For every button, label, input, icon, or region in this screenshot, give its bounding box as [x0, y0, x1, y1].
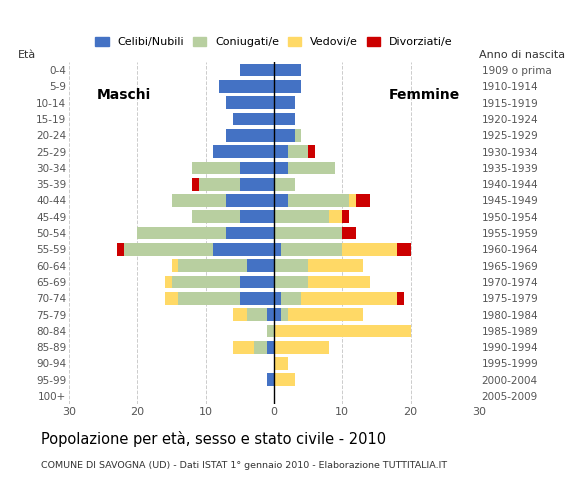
- Bar: [342, 227, 356, 240]
- Bar: [172, 194, 226, 207]
- Text: Femmine: Femmine: [389, 87, 460, 101]
- Bar: [246, 259, 274, 272]
- Bar: [274, 292, 281, 305]
- Text: Età: Età: [18, 50, 37, 60]
- Bar: [117, 243, 124, 256]
- Bar: [192, 161, 240, 174]
- Bar: [192, 210, 240, 223]
- Bar: [274, 113, 295, 125]
- Bar: [246, 308, 267, 321]
- Bar: [274, 259, 308, 272]
- Bar: [295, 129, 302, 142]
- Bar: [240, 161, 274, 174]
- Bar: [226, 194, 274, 207]
- Bar: [267, 341, 274, 354]
- Bar: [165, 276, 172, 288]
- Bar: [308, 259, 363, 272]
- Bar: [233, 308, 246, 321]
- Bar: [274, 341, 329, 354]
- Bar: [288, 161, 335, 174]
- Bar: [274, 96, 295, 109]
- Bar: [281, 292, 302, 305]
- Bar: [267, 373, 274, 386]
- Bar: [253, 341, 267, 354]
- Bar: [288, 194, 349, 207]
- Bar: [274, 178, 295, 191]
- Bar: [219, 80, 274, 93]
- Bar: [274, 308, 281, 321]
- Bar: [274, 373, 295, 386]
- Text: COMUNE DI SAVOGNA (UD) - Dati ISTAT 1° gennaio 2010 - Elaborazione TUTTITALIA.IT: COMUNE DI SAVOGNA (UD) - Dati ISTAT 1° g…: [41, 461, 447, 470]
- Bar: [397, 243, 411, 256]
- Bar: [274, 145, 288, 158]
- Bar: [226, 227, 274, 240]
- Legend: Celibi/Nubili, Coniugati/e, Vedovi/e, Divorziati/e: Celibi/Nubili, Coniugati/e, Vedovi/e, Di…: [95, 36, 453, 47]
- Text: Popolazione per età, sesso e stato civile - 2010: Popolazione per età, sesso e stato civil…: [41, 431, 386, 447]
- Bar: [165, 292, 179, 305]
- Bar: [288, 308, 363, 321]
- Bar: [274, 80, 302, 93]
- Bar: [342, 210, 349, 223]
- Bar: [137, 227, 226, 240]
- Bar: [199, 178, 240, 191]
- Bar: [397, 292, 404, 305]
- Bar: [213, 145, 274, 158]
- Bar: [329, 210, 342, 223]
- Bar: [226, 129, 274, 142]
- Bar: [192, 178, 199, 191]
- Bar: [267, 324, 274, 337]
- Bar: [349, 194, 356, 207]
- Bar: [240, 276, 274, 288]
- Text: Anno di nascita: Anno di nascita: [479, 50, 565, 60]
- Bar: [172, 276, 240, 288]
- Bar: [274, 64, 302, 76]
- Bar: [274, 243, 281, 256]
- Bar: [281, 308, 288, 321]
- Bar: [288, 145, 308, 158]
- Bar: [240, 64, 274, 76]
- Bar: [267, 308, 274, 321]
- Bar: [213, 243, 274, 256]
- Text: Maschi: Maschi: [97, 87, 151, 101]
- Bar: [172, 259, 179, 272]
- Bar: [226, 96, 274, 109]
- Bar: [233, 341, 253, 354]
- Bar: [302, 292, 397, 305]
- Bar: [308, 276, 369, 288]
- Bar: [179, 259, 246, 272]
- Bar: [124, 243, 213, 256]
- Bar: [274, 357, 288, 370]
- Bar: [274, 324, 411, 337]
- Bar: [240, 210, 274, 223]
- Bar: [281, 243, 342, 256]
- Bar: [274, 161, 288, 174]
- Bar: [274, 194, 288, 207]
- Bar: [356, 194, 369, 207]
- Bar: [240, 178, 274, 191]
- Bar: [274, 227, 342, 240]
- Bar: [342, 243, 397, 256]
- Bar: [274, 276, 308, 288]
- Bar: [240, 292, 274, 305]
- Bar: [308, 145, 315, 158]
- Bar: [274, 129, 295, 142]
- Bar: [274, 210, 329, 223]
- Bar: [233, 113, 274, 125]
- Bar: [179, 292, 240, 305]
